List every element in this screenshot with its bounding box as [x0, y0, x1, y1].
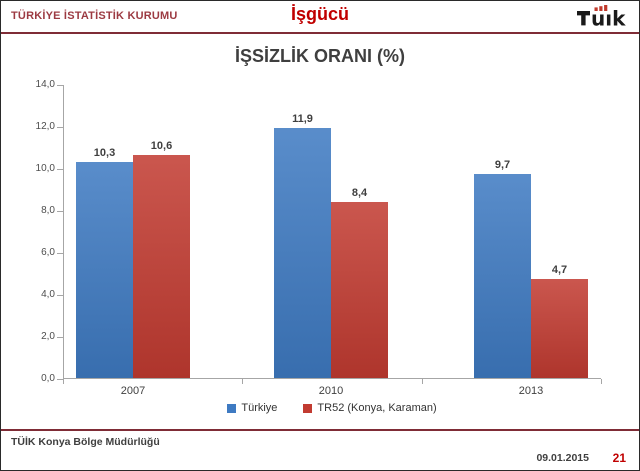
y-axis-line	[63, 85, 64, 379]
legend-label: Türkiye	[241, 402, 278, 414]
x-axis-tick	[63, 379, 64, 384]
bar-value-label: 8,4	[351, 186, 368, 199]
y-axis-tick	[57, 337, 63, 338]
y-axis-tick-label: 4,0	[41, 289, 55, 300]
y-axis-tick-label: 6,0	[41, 247, 55, 258]
org-name: TÜRKİYE İSTATİSTİK KURUMU	[11, 10, 178, 22]
legend-swatch-icon	[227, 403, 237, 413]
section-title: İşgücü	[290, 4, 349, 24]
bar-tr52-konya-karaman-2007	[133, 155, 190, 378]
footer-department: TÜİK Konya Bölge Müdürlüğü	[11, 436, 160, 448]
x-axis-category-label: 2007	[120, 385, 146, 397]
y-axis-tick	[57, 127, 63, 128]
bar-tr52-konya-karaman-2013	[531, 279, 588, 378]
x-axis-category-label: 2010	[318, 385, 344, 397]
x-axis-tick	[601, 379, 602, 384]
x-axis-tick	[242, 379, 244, 384]
y-axis-tick-label: 0,0	[41, 373, 55, 384]
footer-divider	[1, 429, 639, 431]
page-number: 21	[612, 451, 626, 465]
y-axis-tick-label: 12,0	[35, 121, 55, 132]
tuik-logo-icon: uık	[577, 5, 626, 31]
y-axis-tick	[57, 85, 63, 86]
y-axis-tick	[57, 253, 63, 254]
bar-value-label: 9,7	[494, 159, 511, 172]
bar-value-label: 4,7	[551, 264, 568, 277]
y-axis-tick	[57, 169, 63, 170]
chart-title: İŞSİZLİK ORANI (%)	[235, 46, 405, 66]
x-axis-line	[63, 378, 601, 379]
x-axis-category-label: 2013	[518, 385, 544, 397]
y-axis-tick-label: 8,0	[41, 205, 55, 216]
y-axis-tick-label: 10,0	[35, 163, 55, 174]
y-axis-tick-label: 2,0	[41, 331, 55, 342]
legend-swatch-icon	[303, 403, 313, 413]
header-divider	[1, 32, 639, 34]
bar-t-rkiye-2007	[76, 161, 133, 379]
bar-value-label: 10,6	[150, 140, 173, 153]
bar-t-rkiye-2013	[474, 174, 531, 378]
bar-tr52-konya-karaman-2010	[331, 201, 388, 379]
legend-item: TR52 (Konya, Karaman)	[303, 402, 437, 414]
y-axis-tick	[57, 379, 63, 380]
bar-value-label: 10,3	[93, 146, 116, 159]
x-axis-tick	[421, 379, 423, 384]
y-axis-tick	[57, 295, 63, 296]
chart-legend: Türkiye TR52 (Konya, Karaman)	[63, 402, 601, 414]
legend-label: TR52 (Konya, Karaman)	[317, 402, 437, 414]
bar-chart-plot-area: 14,0 12,0 10,0 8,0 6,0 4,0 2,0 0,0 10,3 10,6 2007 1…	[36, 79, 602, 397]
y-axis-tick-label: 14,0	[35, 79, 55, 90]
y-axis-tick	[57, 211, 63, 212]
footer-date: 09.01.2015	[536, 452, 589, 464]
bar-t-rkiye-2010	[274, 128, 331, 378]
bar-value-label: 11,9	[292, 113, 313, 126]
legend-item: Türkiye	[227, 402, 277, 414]
